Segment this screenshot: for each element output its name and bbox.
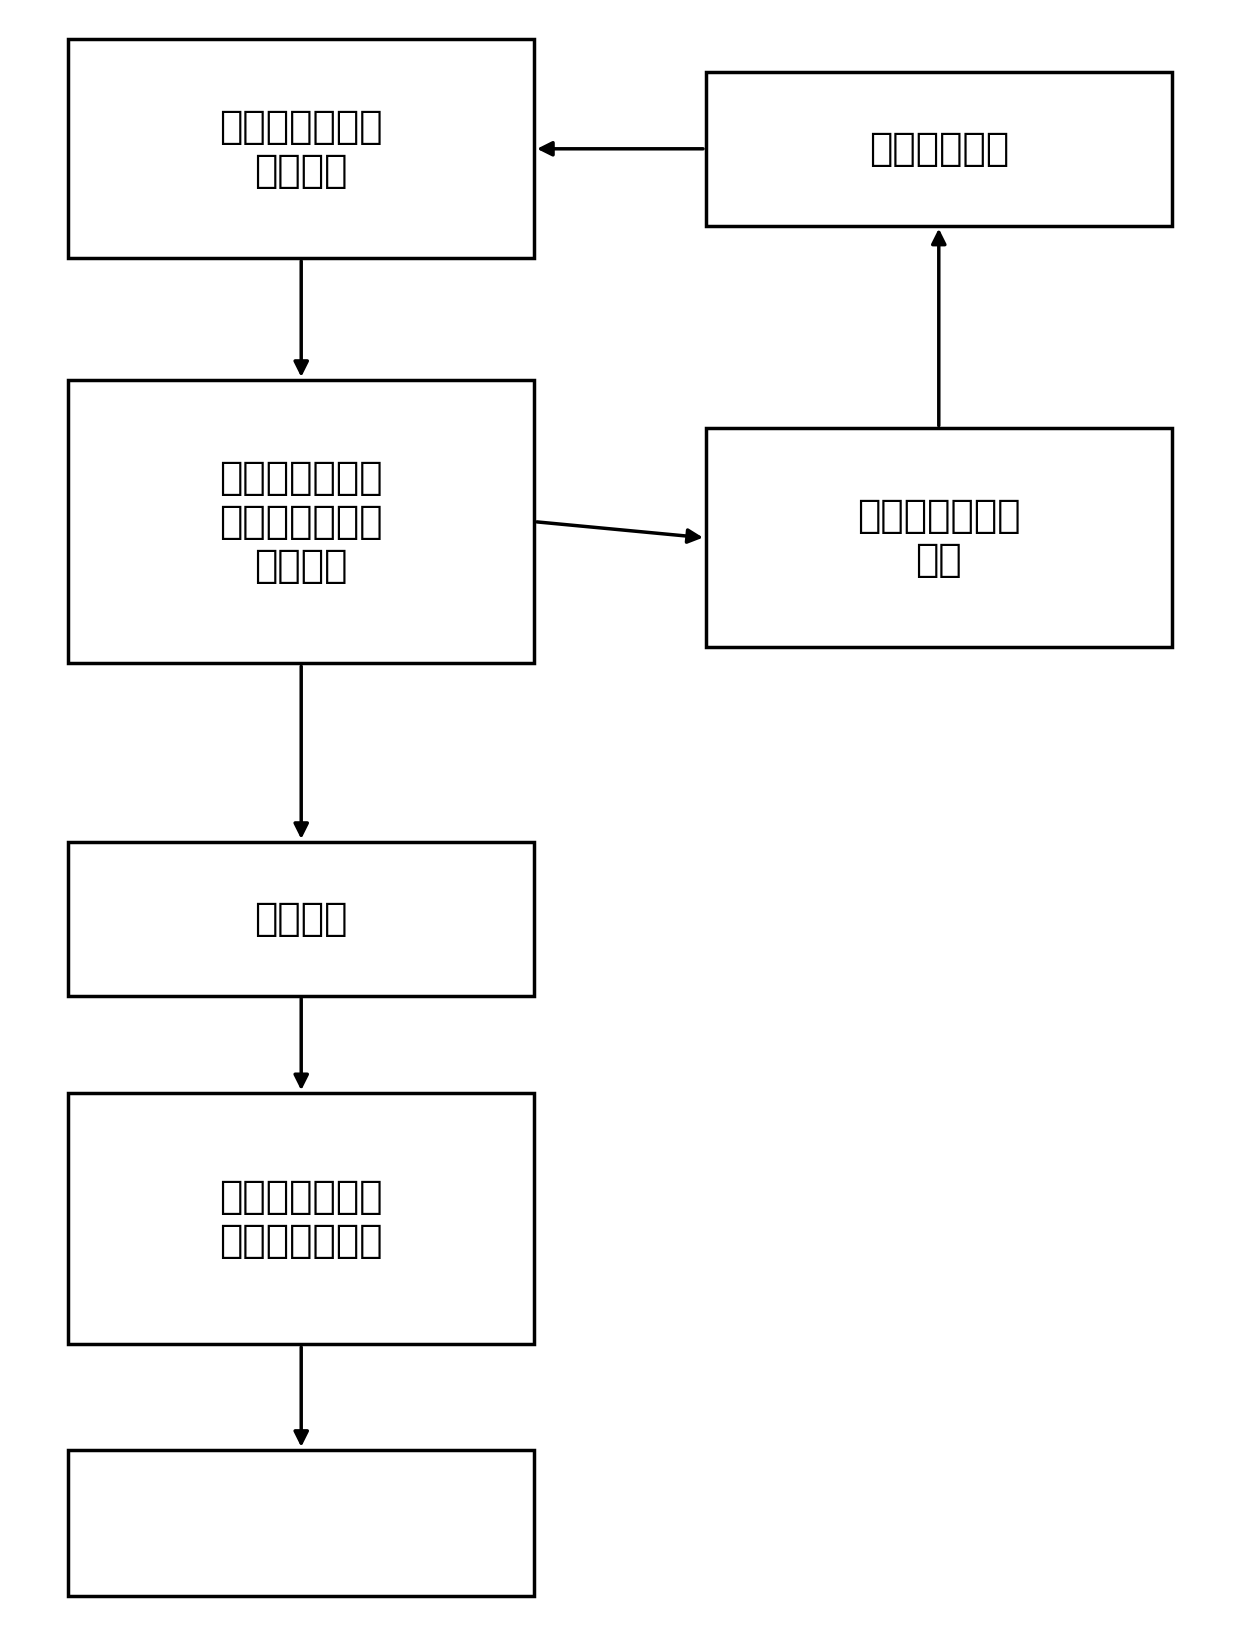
FancyBboxPatch shape (68, 1094, 534, 1344)
Text: 显示器的客户端
、设备系统分析
用户信息: 显示器的客户端 、设备系统分析 用户信息 (219, 459, 383, 585)
FancyBboxPatch shape (68, 39, 534, 258)
FancyBboxPatch shape (68, 1450, 534, 1596)
FancyBboxPatch shape (68, 379, 534, 664)
Text: 请求成功: 请求成功 (254, 899, 348, 938)
Text: 显开启用户专属
窗口、指令下达: 显开启用户专属 窗口、指令下达 (219, 1177, 383, 1259)
FancyBboxPatch shape (706, 428, 1172, 647)
FancyBboxPatch shape (68, 842, 534, 996)
Text: 用户更正指令: 用户更正指令 (869, 129, 1009, 168)
Text: 请求失败，原因
分析: 请求失败，原因 分析 (857, 497, 1021, 579)
FancyBboxPatch shape (706, 72, 1172, 226)
Text: 用户通过显示器
发送指令: 用户通过显示器 发送指令 (219, 108, 383, 190)
